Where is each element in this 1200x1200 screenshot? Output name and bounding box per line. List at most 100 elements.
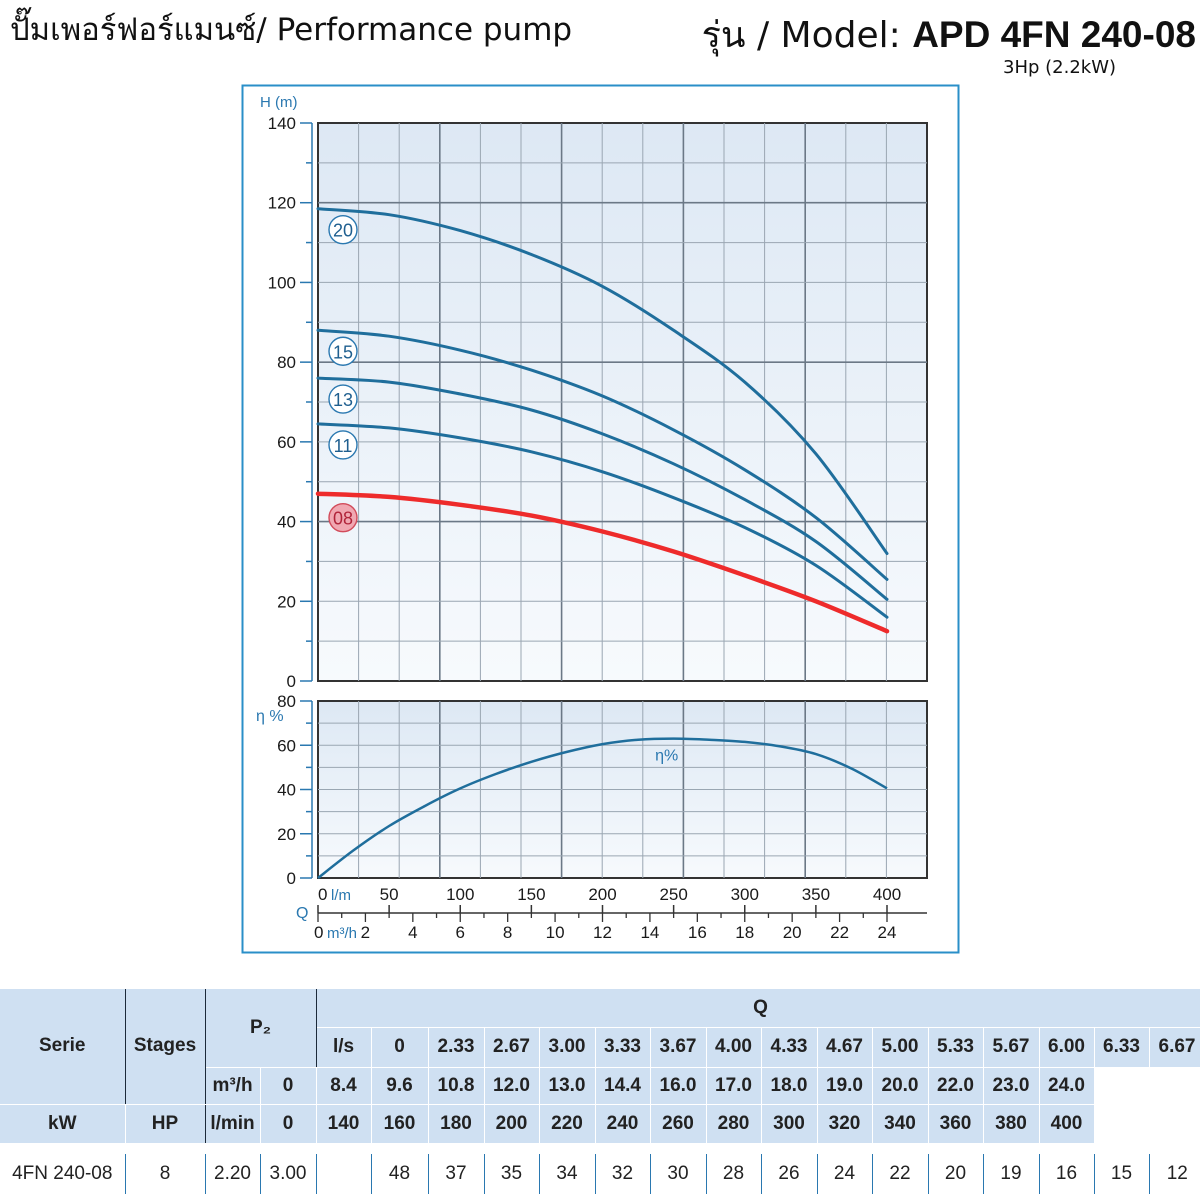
x-tick-label-lpm: 50 <box>380 885 399 904</box>
efficiency-y-tick-label: 60 <box>277 736 296 755</box>
series-label-circle <box>328 336 358 366</box>
x-tick-label-lpm: 300 <box>731 885 759 904</box>
x-tick-label-m3h: 2 <box>361 923 370 942</box>
q-ls-cell: 5.00 <box>872 1027 929 1068</box>
head-y-tick-label: 40 <box>277 513 296 532</box>
q-lmin-cell: 360 <box>928 1104 984 1144</box>
x-tick-label-lpm: 350 <box>802 885 830 904</box>
series-label-15: 15 <box>333 342 353 362</box>
q-m3h-cell: 18.0 <box>761 1067 818 1105</box>
q-lmin-cell: 340 <box>872 1104 929 1144</box>
q-m3h-cell: 19.0 <box>817 1067 873 1105</box>
x-tick-label-m3h: 8 <box>503 923 512 942</box>
q-m3h-cell: 23.0 <box>983 1067 1040 1105</box>
head-value-cell: 20 <box>927 1153 983 1194</box>
x-tick-label-lpm: 100 <box>446 885 474 904</box>
head-value-cell: 32 <box>594 1153 650 1194</box>
q-lmin-cell: 400 <box>1039 1104 1095 1144</box>
x-tick-label-m3h: 4 <box>408 923 417 942</box>
x-tick-label-lpm: 150 <box>517 885 545 904</box>
q-axis-label: Q <box>296 905 308 922</box>
head-y-tick-label: 120 <box>268 194 296 213</box>
series-label-circle <box>328 214 358 245</box>
head-y-tick-label: 100 <box>268 273 296 292</box>
q-lmin-cell: 280 <box>706 1104 762 1144</box>
q-ls-cell: 3.00 <box>539 1027 596 1068</box>
q-ls-cell: 6.33 <box>1094 1027 1150 1068</box>
efficiency-curve <box>317 737 888 879</box>
efficiency-y-tick-label: 80 <box>277 692 296 711</box>
head-value-cell: 19 <box>982 1153 1039 1194</box>
q-lmin-cell: 240 <box>595 1104 651 1144</box>
head-curve-20 <box>316 207 889 555</box>
performance-table: Serie Stages P₂ Q l/s 0 2.33 2.67 3.00 3.33 3… <box>0 989 1200 1194</box>
head-value-cell: 12 <box>1148 1153 1200 1194</box>
head-y-tick-label: 60 <box>277 433 296 452</box>
header-q: Q <box>316 989 1200 1028</box>
efficiency-y-tick-label: 40 <box>277 781 296 800</box>
x-tick-label-m3h: 24 <box>878 923 897 942</box>
q-lmin-cell: 300 <box>761 1104 818 1144</box>
x-tick-label-m3h: 22 <box>830 923 849 942</box>
head-value-cell: 34 <box>538 1153 595 1194</box>
q-lmin-cell: 140 <box>316 1104 372 1144</box>
row-kw: 2.20 <box>204 1153 260 1194</box>
q-m3h-cell: 22.0 <box>928 1067 984 1105</box>
efficiency-y-tick-label: 0 <box>287 869 296 888</box>
head-y-tick-label: 140 <box>268 114 296 133</box>
q-ls-cell: 4.33 <box>761 1027 818 1068</box>
head-curve-panel: 0 20 40 60 80 100 120 140 H (m) 20 15 13 11 08 <box>260 94 928 691</box>
header-stages: Stages <box>125 989 206 1105</box>
head-value-cell: 30 <box>649 1153 706 1194</box>
q-m3h-cell: 9.6 <box>371 1067 429 1105</box>
head-value-cell: 48 <box>370 1153 428 1194</box>
model-name: APD 4FN 240-08 <box>912 14 1196 55</box>
x-tick-label-lpm: 400 <box>873 885 901 904</box>
q-ls-cell: 4.67 <box>817 1027 873 1068</box>
head-y-tick-label: 80 <box>277 353 296 372</box>
efficiency-y-tick-label: 20 <box>277 825 296 844</box>
series-label-20: 20 <box>333 221 353 241</box>
x-unit-lpm: l/m <box>331 887 351 904</box>
head-value-cell: 22 <box>871 1153 928 1194</box>
row-serie: 4FN 240-08 <box>12 1162 113 1184</box>
q-lmin-cell: 200 <box>484 1104 540 1144</box>
head-curve-15 <box>316 328 889 581</box>
series-label-circle <box>328 430 358 460</box>
head-y-tick-label: 0 <box>287 672 296 691</box>
row-stages: 8 <box>124 1153 205 1194</box>
x-tick-label-lpm: 250 <box>659 885 687 904</box>
q-ls-cell: 2.67 <box>484 1027 540 1068</box>
header-hp: HP <box>125 1104 206 1144</box>
row-hp: 3.00 <box>259 1153 316 1194</box>
series-label-circle <box>328 502 358 533</box>
x-unit-m3h: m³/h <box>327 925 357 942</box>
head-value-cell: 28 <box>705 1153 761 1194</box>
head-value-cell: 15 <box>1093 1153 1149 1194</box>
q-lmin-cell: 380 <box>983 1104 1040 1144</box>
header-m3h: m³/h <box>205 1067 261 1105</box>
head-curve-13 <box>316 376 889 601</box>
efficiency-panel: 0 20 40 60 80η % η% <box>256 692 928 888</box>
model-prefix: รุ่น / Model: <box>701 15 913 56</box>
series-label-13: 13 <box>333 390 353 410</box>
efficiency-y-label: η % <box>256 708 284 725</box>
x-tick-label-m3h: 14 <box>640 923 659 942</box>
x-tick-label-m3h: 6 <box>456 923 465 942</box>
series-label-08: 08 <box>333 509 353 529</box>
q-m3h-cell: 16.0 <box>650 1067 707 1105</box>
x-tick-label-m3h: 10 <box>546 923 565 942</box>
q-ls-cell: 0 <box>371 1027 429 1068</box>
header-kw: kW <box>0 1104 126 1144</box>
q-m3h-cell: 24.0 <box>1039 1067 1095 1105</box>
head-value-cell: 37 <box>427 1153 484 1194</box>
x-tick-label-lpm: 0 <box>318 885 327 904</box>
q-lmin-cell: 260 <box>650 1104 707 1144</box>
head-value-cell: 16 <box>1038 1153 1094 1194</box>
q-lmin-cell: 180 <box>428 1104 485 1144</box>
q-ls-cell: 5.33 <box>928 1027 984 1068</box>
head-value-cell: 35 <box>483 1153 539 1194</box>
series-label-circle <box>328 384 358 414</box>
